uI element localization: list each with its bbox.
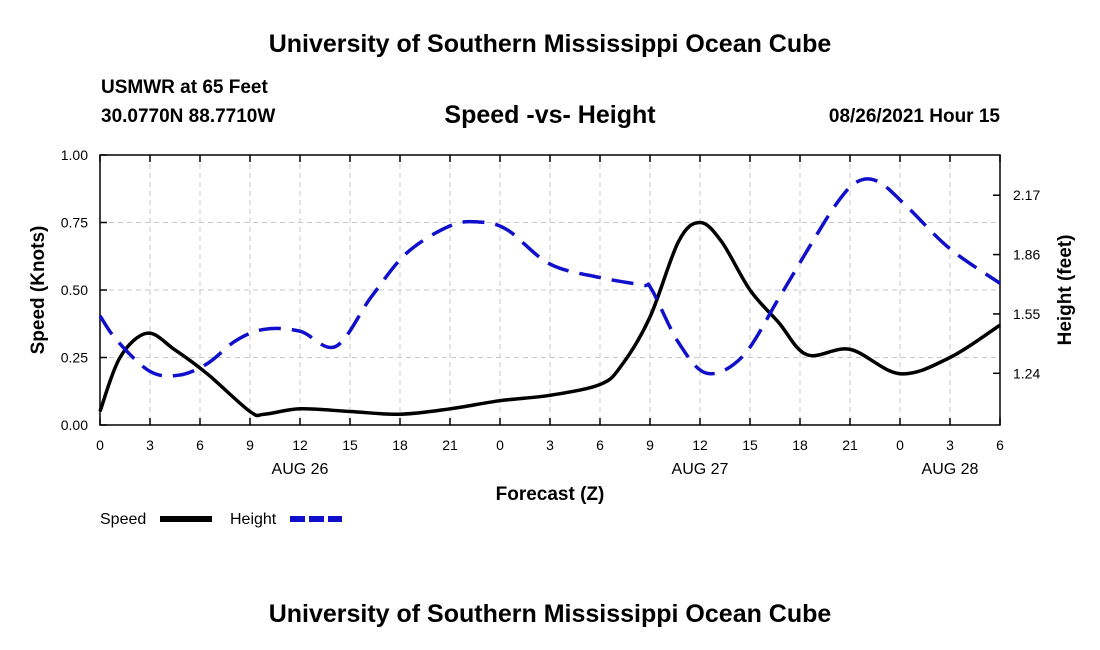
x-tick-label: 3 <box>946 437 954 453</box>
x-tick-label: 21 <box>442 437 458 453</box>
x-tick-label: 18 <box>392 437 408 453</box>
x-tick-label: 15 <box>742 437 758 453</box>
y-tick-label: 0.25 <box>61 350 88 366</box>
y-tick-label: 0.75 <box>61 215 88 231</box>
y2-tick-label: 1.86 <box>1013 247 1040 263</box>
x-axis-label: Forecast (Z) <box>496 484 605 505</box>
y2-tick-label: 1.24 <box>1013 365 1040 381</box>
y2-tick-label: 2.17 <box>1013 187 1040 203</box>
y-tick-label: 0.50 <box>61 282 88 298</box>
x-tick-label: 3 <box>146 437 154 453</box>
legend-height-label: Height <box>230 511 277 528</box>
x-tick-label: 21 <box>842 437 858 453</box>
x-date-label: AUG 28 <box>922 461 979 478</box>
y2-axis-label: Height (feet) <box>1055 235 1076 346</box>
station-coordinates: 30.0770N 88.7710W <box>101 106 276 127</box>
x-tick-label: 12 <box>292 437 308 453</box>
y-tick-label: 0.00 <box>61 417 88 433</box>
height-series-line <box>98 177 1001 378</box>
x-tick-label: 15 <box>342 437 358 453</box>
y-tick-label: 1.00 <box>61 147 88 163</box>
page-title: University of Southern Mississippi Ocean… <box>268 30 832 58</box>
x-tick-label: 9 <box>646 437 654 453</box>
x-tick-label: 6 <box>196 437 204 453</box>
x-tick-label: 0 <box>96 437 104 453</box>
x-tick-label: 6 <box>596 437 604 453</box>
chart-title: Speed -vs- Height <box>444 101 656 129</box>
station-label: USMWR at 65 Feet <box>101 77 268 98</box>
x-tick-label: 18 <box>792 437 808 453</box>
x-tick-label: 9 <box>246 437 254 453</box>
y2-tick-label: 1.55 <box>1013 306 1040 322</box>
x-tick-label: 3 <box>546 437 554 453</box>
forecast-datetime: 08/26/2021 Hour 15 <box>828 106 1000 127</box>
footer-title: University of Southern Mississippi Ocean… <box>268 600 832 628</box>
y-axis-label: Speed (Knots) <box>28 226 49 355</box>
x-tick-label: 12 <box>692 437 708 453</box>
legend-speed-label: Speed <box>100 511 146 528</box>
x-date-label: AUG 26 <box>272 461 329 478</box>
x-tick-label: 0 <box>896 437 904 453</box>
speed-series-line <box>98 220 1001 418</box>
x-tick-label: 0 <box>496 437 504 453</box>
x-date-label: AUG 27 <box>672 461 729 478</box>
x-tick-label: 6 <box>996 437 1004 453</box>
